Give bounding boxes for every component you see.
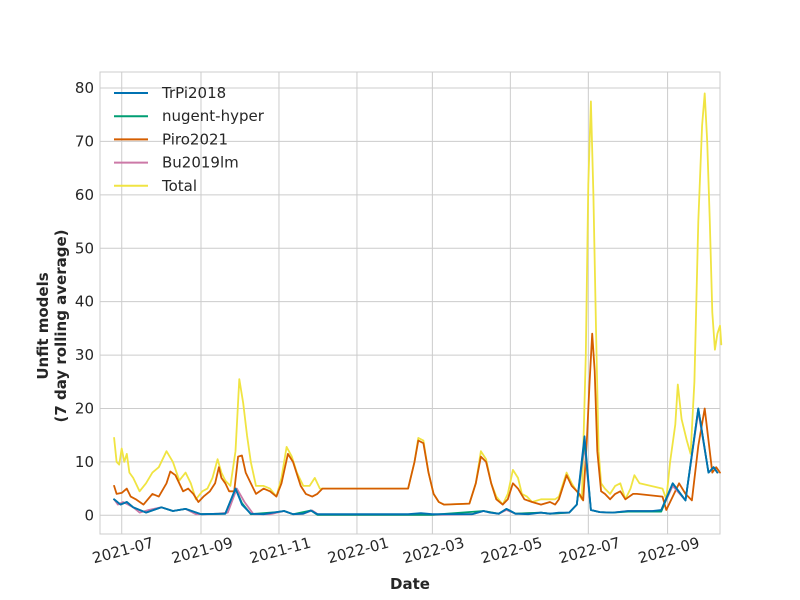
y-tick-label: 70 (75, 132, 94, 150)
y-tick-label: 80 (75, 79, 94, 97)
y-tick-labels: 0 10 20 30 40 50 60 70 80 (75, 79, 94, 524)
y-axis-title-line-1: Unfit models (34, 272, 52, 379)
legend-label: nugent-hyper (162, 107, 265, 125)
x-tick-labels: 2021-07 2021-09 2021-11 2022-01 2022-03 2022-… (90, 534, 701, 568)
x-tick-label: 2022-05 (479, 534, 544, 568)
y-tick-label: 60 (75, 186, 94, 204)
x-tick-label: 2021-09 (170, 534, 235, 568)
x-tick-label: 2022-03 (401, 534, 466, 568)
y-tick-label: 10 (75, 453, 94, 471)
y-tick-label: 40 (75, 293, 94, 311)
x-tick-label: 2022-09 (636, 534, 701, 568)
x-tick-label: 2022-07 (557, 534, 622, 568)
x-axis-title: Date (390, 575, 430, 593)
y-tick-label: 50 (75, 239, 94, 257)
legend-label: Bu2019lm (162, 154, 239, 172)
x-tick-label: 2021-07 (90, 534, 155, 568)
y-axis-title: Unfit models (7 day rolling average) (34, 229, 70, 422)
x-tick-label: 2021-11 (248, 534, 313, 568)
y-tick-label: 0 (84, 506, 94, 524)
y-axis-title-line-2: (7 day rolling average) (52, 229, 70, 422)
legend-label: Total (161, 177, 197, 195)
legend-label: TrPi2018 (161, 84, 226, 102)
y-tick-label: 20 (75, 399, 94, 417)
legend-label: Piro2021 (162, 130, 228, 148)
y-tick-label: 30 (75, 346, 94, 364)
x-tick-label: 2022-01 (326, 534, 391, 568)
